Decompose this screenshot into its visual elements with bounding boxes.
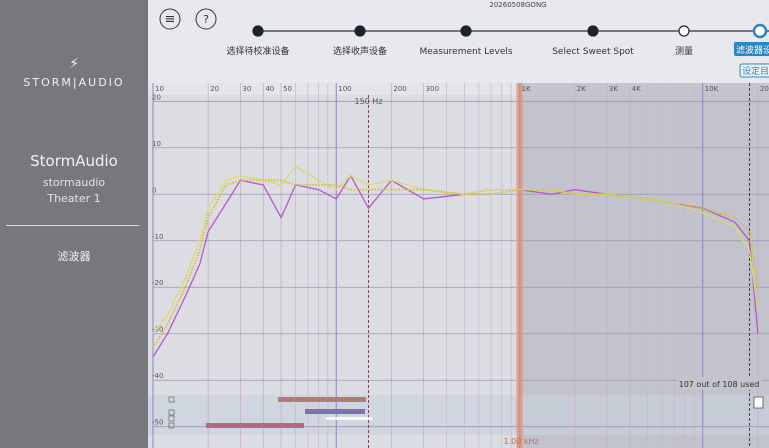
step-label[interactable]: 选择收声设备: [333, 45, 387, 57]
x-tick-label: 50: [283, 85, 292, 93]
y-tick-label: 20: [152, 93, 161, 101]
device-name: StormAudio: [30, 152, 118, 170]
crossover-label: 1.00 kHz: [503, 437, 538, 446]
y-tick-label: -20: [152, 279, 163, 287]
substep-box[interactable]: [739, 63, 769, 78]
theater: Theater 1: [47, 192, 101, 205]
series-line: [152, 179, 759, 349]
step-dot[interactable]: [252, 25, 264, 37]
x-tick-label: 200: [393, 85, 406, 93]
step-label[interactable]: 选择待校准设备: [226, 45, 289, 57]
device-sub: stormaudio: [42, 176, 106, 189]
filter-bar[interactable]: [305, 409, 365, 414]
step-dot[interactable]: [460, 25, 472, 37]
substep-label[interactable]: 设定目: [742, 65, 769, 77]
step-label[interactable]: Measurement Levels: [419, 47, 512, 57]
step-label-box[interactable]: [734, 42, 769, 56]
x-tick-label: 2K: [577, 85, 586, 93]
y-tick-label: -50: [152, 419, 163, 427]
x-tick-label: 20K: [760, 85, 769, 93]
x-tick-label: 10: [155, 85, 164, 93]
resize-handle[interactable]: [753, 396, 764, 409]
filter-bar[interactable]: [206, 423, 304, 428]
step-dot[interactable]: [354, 25, 366, 37]
marker-label: 150 Hz: [354, 97, 382, 106]
help-icon[interactable]: ?: [203, 13, 209, 26]
step-label[interactable]: 滤波器设: [736, 44, 769, 56]
y-tick-label: -40: [152, 372, 163, 380]
logo: STORM|AUDIO: [23, 76, 125, 89]
logo-icon: ⚡: [69, 56, 79, 72]
filter-toggle[interactable]: [168, 396, 175, 403]
x-tick-label: 10K: [705, 85, 719, 93]
y-tick-label: -30: [152, 326, 163, 334]
step-dot[interactable]: [678, 25, 690, 37]
x-tick-label: 30: [242, 85, 251, 93]
filter-toggle[interactable]: [168, 409, 175, 416]
y-tick-label: 10: [152, 140, 161, 148]
session: 20260508GONG: [489, 1, 546, 9]
step-dot[interactable]: [587, 25, 599, 37]
filter-toggle[interactable]: [168, 415, 175, 422]
help-button[interactable]: [195, 8, 217, 30]
x-tick-label: 40: [265, 85, 274, 93]
topbar: [148, 0, 769, 83]
menu-button[interactable]: [159, 8, 181, 30]
x-tick-label: 4K: [632, 85, 641, 93]
filter-area: [148, 395, 769, 435]
divider: [6, 225, 139, 226]
menu-item[interactable]: 滤波器: [57, 250, 91, 263]
x-tick-label: 20: [210, 85, 219, 93]
y-tick-label: 0: [152, 186, 156, 194]
filter-toggle[interactable]: [168, 422, 175, 429]
step-label[interactable]: 测量: [675, 46, 693, 57]
crossover-band: [516, 83, 523, 448]
step-dot[interactable]: [752, 23, 768, 39]
usage-label: 107 out of 108 used: [679, 380, 760, 389]
filter-bar[interactable]: [326, 417, 372, 420]
usage-box: [676, 377, 762, 390]
x-tick-label: 3K: [609, 85, 618, 93]
filter-bar[interactable]: [278, 397, 366, 402]
sidebar: ⚡ STORM|AUDIO StormAudio stormaudio Thea…: [0, 0, 148, 448]
high-band-shade: [519, 83, 769, 448]
step-label[interactable]: Select Sweet Spot: [552, 47, 634, 57]
x-tick-label: 100: [338, 85, 351, 93]
y-tick-label: -10: [152, 233, 163, 241]
x-tick-label: 300: [426, 85, 439, 93]
menu-icon[interactable]: ≡: [165, 12, 176, 27]
main: ≡ ? 20260508GONG 选择待校准设备 选择收声设备 Measuremen…: [148, 0, 769, 448]
x-tick-label: 1K: [521, 85, 530, 93]
